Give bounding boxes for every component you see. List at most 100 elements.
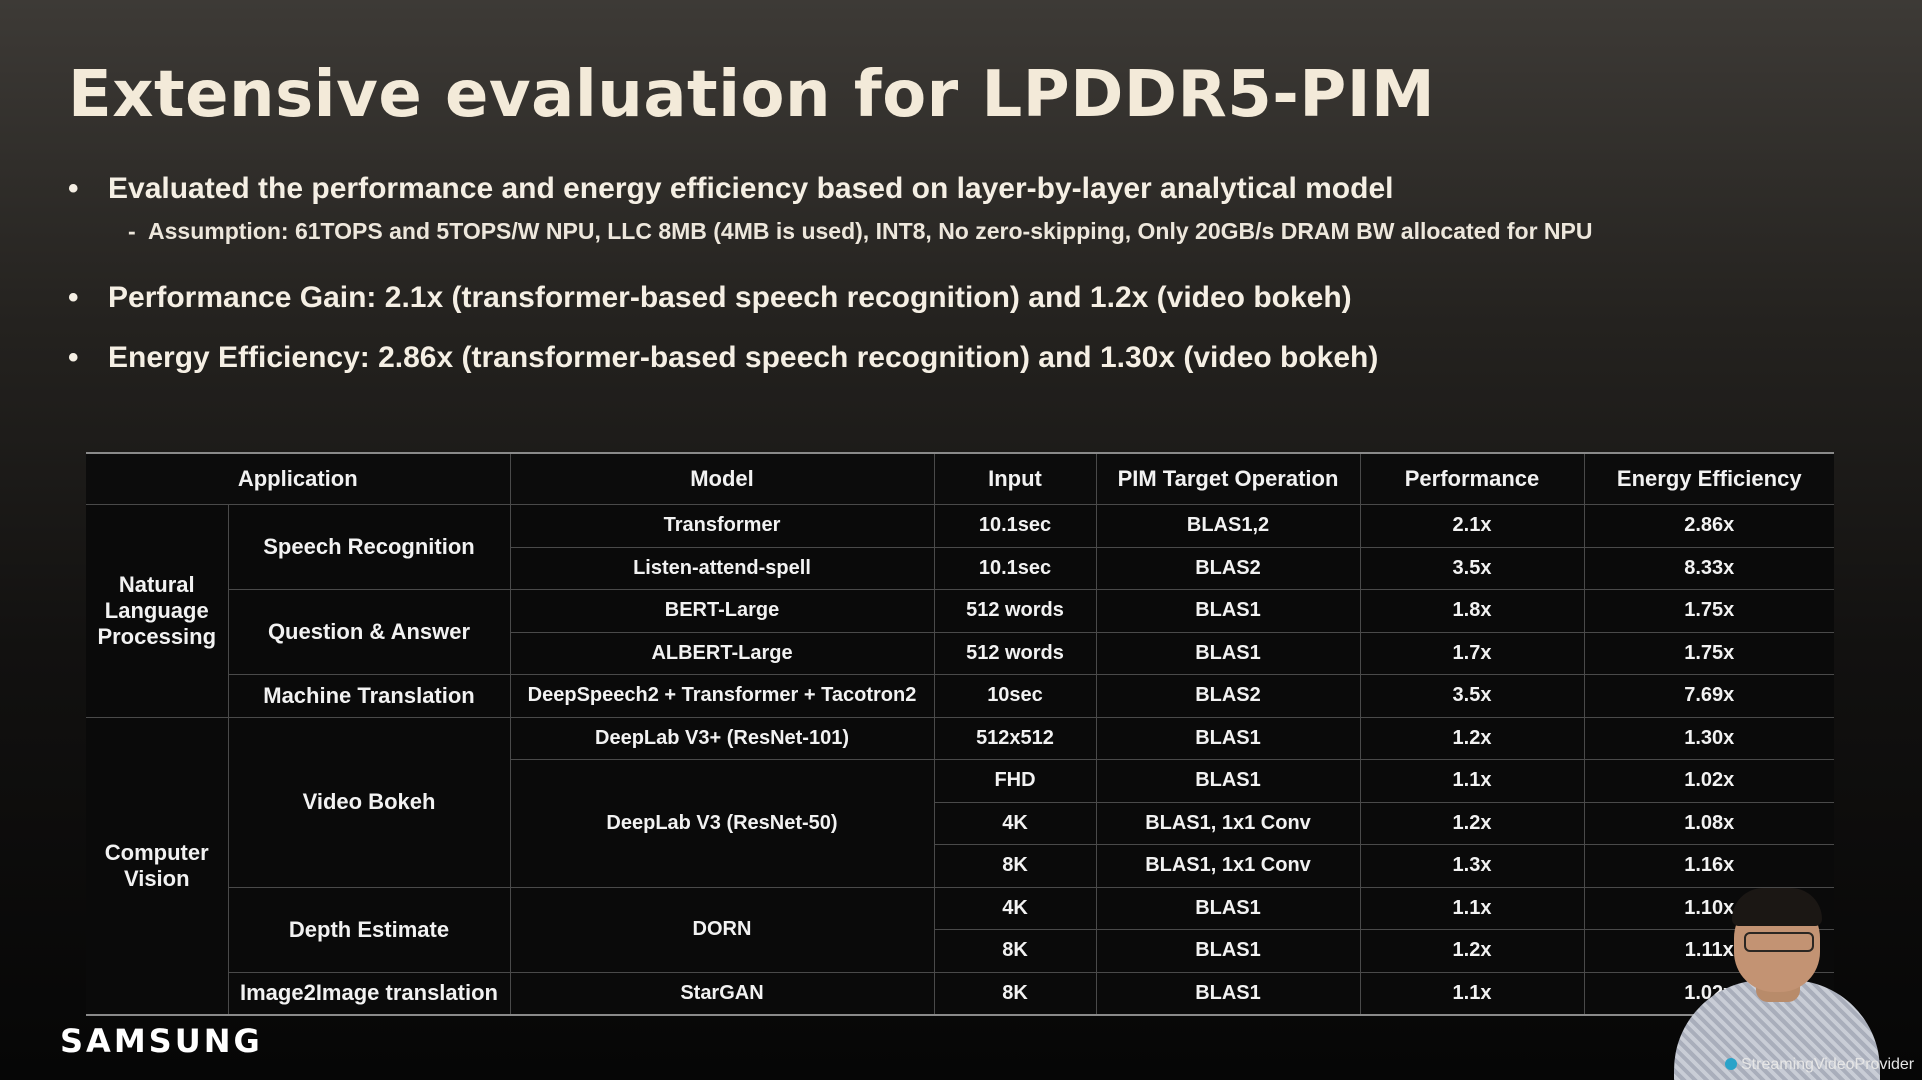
bullet-dot-icon: • xyxy=(68,281,79,314)
slide-title: Extensive evaluation for LPDDR5-PIM xyxy=(68,58,1436,132)
sub-bullet-assumption: - Assumption: 61TOPS and 5TOPS/W NPU, LL… xyxy=(68,218,1848,245)
performance-cell: 3.5x xyxy=(1359,546,1585,590)
play-circle-icon xyxy=(1725,1058,1737,1070)
energy-cell: 1.75x xyxy=(1583,631,1834,675)
table-row: Depth Estimate DORN 4K BLAS1 1.1x 1.10x xyxy=(86,886,1834,973)
performance-cell: 1.7x xyxy=(1359,631,1585,675)
input-cell: 10.1sec xyxy=(933,504,1097,548)
input-cell: 512 words xyxy=(933,631,1097,675)
input-cell: 8K xyxy=(934,844,1097,888)
model-cell: DeepLab V3+ (ResNet-101) xyxy=(509,716,935,760)
input-cell: 512 words xyxy=(933,589,1097,633)
input-cell: 4K xyxy=(933,886,1097,930)
pim-cell: BLAS1, 1x1 Conv xyxy=(1095,801,1361,845)
performance-cell: 1.8x xyxy=(1359,589,1585,633)
pim-cell: BLAS2 xyxy=(1095,546,1361,590)
app-question-answer: Question & Answer xyxy=(228,589,511,675)
table-row: Image2Image translation StarGAN 8K BLAS1… xyxy=(86,971,1834,1016)
pim-cell: BLAS1 xyxy=(1095,929,1361,973)
pim-cell: BLAS1 xyxy=(1095,589,1361,633)
header-model: Model xyxy=(509,452,935,505)
pim-cell: BLAS1 xyxy=(1095,716,1361,760)
header-energy-efficiency: Energy Efficiency xyxy=(1583,452,1834,505)
evaluation-table: Application Model Input PIM Target Opera… xyxy=(86,452,1834,1016)
header-performance: Performance xyxy=(1359,452,1585,505)
energy-cell: 7.69x xyxy=(1583,674,1834,718)
performance-cell: 1.2x xyxy=(1359,716,1585,760)
model-cell: DeepLab V3 (ResNet-50) xyxy=(510,759,935,888)
input-cell: 8K xyxy=(933,971,1097,1016)
pim-cell: BLAS1,2 xyxy=(1095,504,1361,548)
samsung-logo: SAMSUNG xyxy=(60,1022,263,1060)
input-cell: 10.1sec xyxy=(933,546,1097,590)
bullet-evaluation-text: Evaluated the performance and energy eff… xyxy=(108,172,1394,205)
energy-cell: 8.33x xyxy=(1583,546,1834,590)
app-machine-translation: Machine Translation xyxy=(228,674,511,718)
input-cell: FHD xyxy=(933,759,1097,803)
app-speech-recognition: Speech Recognition xyxy=(227,504,511,590)
bullet-performance-gain: • Performance Gain: 2.1x (transformer-ba… xyxy=(68,281,1848,315)
header-application: Application xyxy=(86,452,511,505)
table-row: Natural Language Processing Speech Recog… xyxy=(86,504,1834,718)
group-nlp: Natural Language Processing xyxy=(86,504,229,718)
table-row: Machine Translation DeepSpeech2 + Transf… xyxy=(86,674,1834,718)
bullet-dot-icon: • xyxy=(68,341,79,374)
header-input: Input xyxy=(933,452,1097,505)
performance-cell: 1.1x xyxy=(1359,886,1585,930)
pim-cell: BLAS2 xyxy=(1095,674,1361,718)
input-cell: 4K xyxy=(934,801,1097,845)
input-cell: 10sec xyxy=(933,674,1097,718)
pim-cell: BLAS1 xyxy=(1095,759,1361,803)
table-row: 8K BLAS1, 1x1 Conv 1.3x 1.16x xyxy=(86,844,1834,888)
pim-cell: BLAS1 xyxy=(1095,971,1361,1016)
table-row: ALBERT-Large 512 words BLAS1 1.7x 1.75x xyxy=(86,631,1834,675)
performance-cell: 1.3x xyxy=(1359,844,1585,888)
model-cell: StarGAN xyxy=(509,971,935,1016)
performance-cell: 1.2x xyxy=(1359,801,1585,845)
table-header-row: Application Model Input PIM Target Opera… xyxy=(86,452,1834,505)
model-cell: BERT-Large xyxy=(509,589,935,633)
model-cell: DeepSpeech2 + Transformer + Tacotron2 xyxy=(509,674,935,718)
model-cell: ALBERT-Large xyxy=(510,631,935,675)
input-cell: 512x512 xyxy=(933,716,1097,760)
performance-cell: 1.1x xyxy=(1359,971,1585,1016)
app-depth-estimate: Depth Estimate xyxy=(228,886,511,973)
table-row: Listen-attend-spell 10.1sec BLAS2 3.5x 8… xyxy=(86,546,1834,590)
group-cv: Computer Vision xyxy=(86,716,229,1016)
bullet-energy-efficiency: • Energy Efficiency: 2.86x (transformer-… xyxy=(68,341,1848,375)
table-row: 4K BLAS1, 1x1 Conv 1.2x 1.08x xyxy=(86,801,1834,845)
presenter-hair xyxy=(1732,888,1822,926)
app-image2image-translation: Image2Image translation xyxy=(228,971,511,1016)
energy-cell: 1.30x xyxy=(1583,716,1834,760)
model-cell: DORN xyxy=(509,886,935,973)
bullet-energy-efficiency-text: Energy Efficiency: 2.86x (transformer-ba… xyxy=(108,341,1379,374)
presenter-video-overlay xyxy=(1664,888,1894,1080)
sub-bullet-dash-icon: - xyxy=(128,218,136,244)
header-pim-target-operation: PIM Target Operation xyxy=(1095,452,1361,505)
pim-cell: BLAS1 xyxy=(1095,886,1361,930)
input-cell: 8K xyxy=(934,929,1097,973)
performance-cell: 2.1x xyxy=(1359,504,1585,548)
performance-cell: 1.2x xyxy=(1359,929,1585,973)
bullet-evaluation: • Evaluated the performance and energy e… xyxy=(68,172,1848,206)
performance-cell: 1.1x xyxy=(1359,759,1585,803)
performance-cell: 3.5x xyxy=(1359,674,1585,718)
bullet-performance-gain-text: Performance Gain: 2.1x (transformer-base… xyxy=(108,281,1352,314)
energy-cell: 1.02x xyxy=(1583,759,1834,803)
bullet-dot-icon: • xyxy=(68,172,79,205)
energy-cell: 2.86x xyxy=(1583,504,1834,548)
app-video-bokeh: Video Bokeh xyxy=(227,716,511,888)
pim-cell: BLAS1, 1x1 Conv xyxy=(1095,844,1361,888)
energy-cell: 1.08x xyxy=(1583,801,1834,845)
table-row: Question & Answer BERT-Large 512 words B… xyxy=(86,589,1834,675)
presenter-glasses xyxy=(1744,932,1814,952)
pim-cell: BLAS1 xyxy=(1095,631,1361,675)
watermark-text: StreamingVideoProvider xyxy=(1741,1056,1915,1073)
energy-cell: 1.16x xyxy=(1583,844,1834,888)
streaming-watermark: StreamingVideoProvider xyxy=(1725,1056,1914,1074)
model-cell: Listen-attend-spell xyxy=(510,546,935,590)
bullet-list: • Evaluated the performance and energy e… xyxy=(68,172,1848,375)
model-cell: Transformer xyxy=(509,504,935,548)
table-row: Computer Vision Video Bokeh DeepLab V3+ … xyxy=(86,716,1834,1016)
table-row: DeepLab V3 (ResNet-50) FHD BLAS1 1.1x 1.… xyxy=(86,759,1834,888)
